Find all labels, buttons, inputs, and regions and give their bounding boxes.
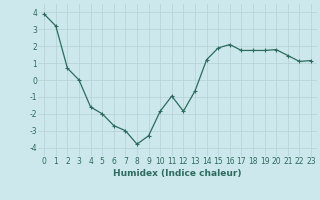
X-axis label: Humidex (Indice chaleur): Humidex (Indice chaleur) xyxy=(113,169,242,178)
